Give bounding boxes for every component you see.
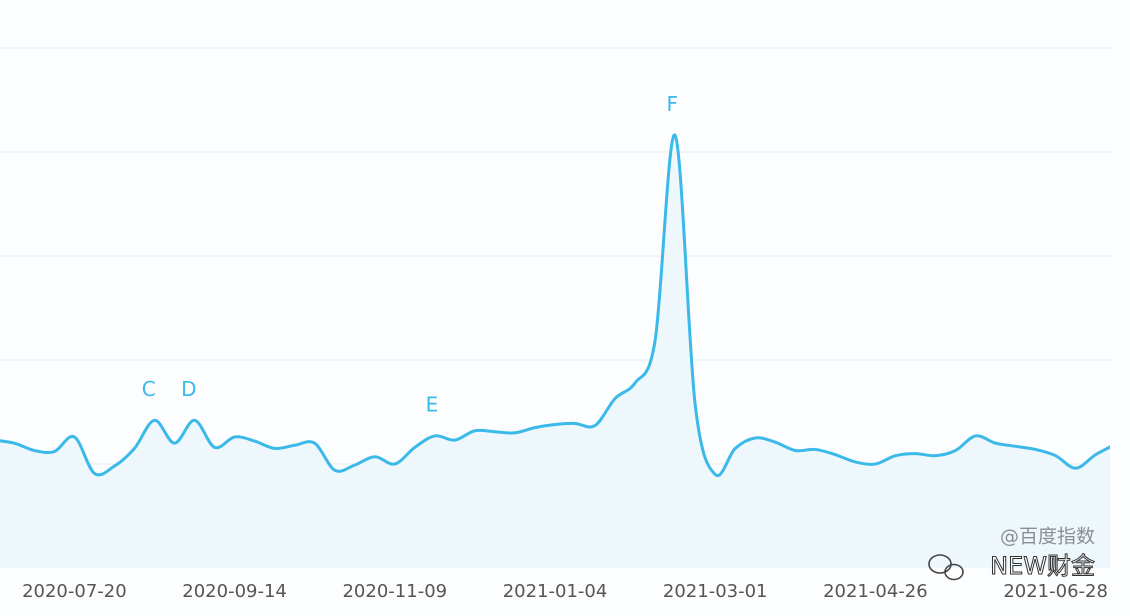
line [0, 133, 1110, 478]
watermark: @百度指数 NEW财金 [928, 526, 1096, 581]
x-tick-label: 2020-09-14 [182, 581, 287, 602]
x-tick-label: 2021-06-28 [1003, 581, 1108, 602]
annotation: F [667, 92, 679, 116]
annotation: D [181, 377, 196, 401]
x-tick-label: 2021-04-26 [823, 581, 928, 602]
x-tick-label: 2021-01-04 [503, 581, 608, 602]
x-tick-label: 2020-07-20 [22, 581, 127, 602]
watermark-source: @百度指数 [1000, 526, 1095, 548]
x-tick-label: 2020-11-09 [342, 581, 447, 602]
annotation: E [426, 392, 439, 416]
wechat-icon [928, 554, 964, 581]
watermark-account: NEW财金 [990, 552, 1095, 580]
annotation: C [142, 377, 156, 401]
x-tick-label: 2021-03-01 [663, 581, 768, 602]
area [0, 135, 1110, 568]
